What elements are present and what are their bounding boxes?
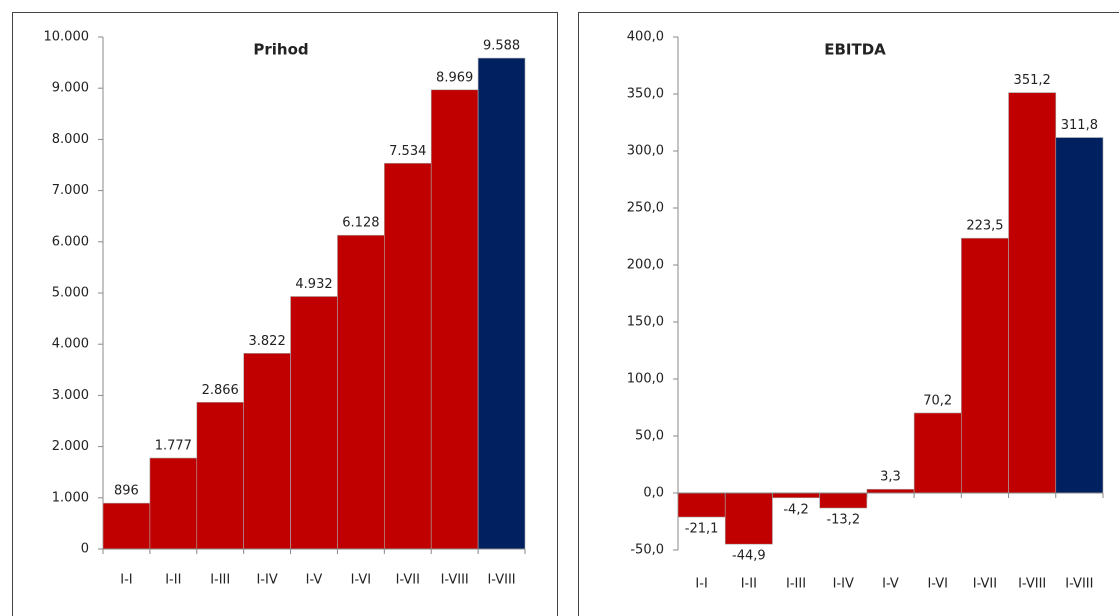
bar bbox=[477, 57, 526, 550]
value-label: -44,9 bbox=[732, 549, 766, 564]
y-tick-label: 1.000 bbox=[52, 490, 89, 505]
x-tick-label: I-III bbox=[786, 577, 806, 592]
x-tick-label: I-VI bbox=[927, 577, 948, 592]
y-tick-label: 150,0 bbox=[627, 315, 664, 330]
y-tick-label: 5.000 bbox=[52, 286, 89, 301]
x-tick-label: I-V bbox=[882, 577, 899, 592]
x-tick-label: I-VIII bbox=[441, 573, 469, 588]
y-tick-label: 10.000 bbox=[44, 30, 90, 45]
bar bbox=[724, 492, 773, 545]
bar bbox=[913, 412, 962, 494]
value-label: 1.777 bbox=[155, 439, 192, 454]
value-label: 7.534 bbox=[389, 144, 426, 159]
x-tick-label: I-VIII bbox=[1065, 577, 1093, 592]
value-label: 70,2 bbox=[923, 393, 952, 408]
value-label: 311,8 bbox=[1061, 118, 1098, 133]
bar bbox=[772, 492, 820, 499]
bar bbox=[290, 296, 338, 550]
bar bbox=[1055, 137, 1104, 494]
chart-frame bbox=[578, 12, 1119, 616]
bar bbox=[819, 492, 868, 509]
x-tick-label: I-VIII bbox=[487, 573, 515, 588]
y-tick-label: 100,0 bbox=[627, 372, 664, 387]
bar bbox=[384, 162, 432, 550]
value-label: 223,5 bbox=[966, 219, 1003, 234]
bar bbox=[337, 234, 385, 550]
y-tick-label: 4.000 bbox=[52, 337, 89, 352]
y-tick-label: 9.000 bbox=[52, 81, 89, 96]
bar bbox=[243, 353, 291, 550]
x-tick-label: I-IV bbox=[833, 577, 854, 592]
value-label: -21,1 bbox=[685, 522, 719, 537]
y-tick-label: 200,0 bbox=[627, 258, 664, 273]
y-tick-label: 400,0 bbox=[627, 30, 664, 45]
x-tick-label: I-II bbox=[165, 573, 181, 588]
value-label: 8.969 bbox=[436, 70, 473, 85]
bar bbox=[149, 457, 198, 550]
x-tick-label: I-I bbox=[695, 577, 707, 592]
x-tick-label: I-III bbox=[210, 573, 230, 588]
bar bbox=[677, 492, 726, 518]
value-label: 9.588 bbox=[483, 39, 520, 54]
bar bbox=[102, 502, 151, 550]
value-label: 896 bbox=[114, 484, 139, 499]
value-label: 3,3 bbox=[880, 470, 901, 485]
bar bbox=[196, 401, 244, 550]
value-label: 3.822 bbox=[249, 334, 286, 349]
y-tick-label: 300,0 bbox=[627, 144, 664, 159]
value-label: 2.866 bbox=[202, 383, 239, 398]
y-tick-label: 2.000 bbox=[52, 439, 89, 454]
value-label: -4,2 bbox=[783, 502, 808, 517]
x-tick-label: I-VII bbox=[396, 573, 420, 588]
x-tick-label: I-VII bbox=[973, 577, 997, 592]
bar bbox=[430, 89, 479, 550]
x-tick-label: I-V bbox=[306, 573, 323, 588]
x-tick-label: I-VI bbox=[351, 573, 372, 588]
bar bbox=[1008, 92, 1057, 494]
chart-frame bbox=[12, 12, 558, 616]
value-label: 351,2 bbox=[1014, 73, 1051, 88]
x-tick-label: I-I bbox=[120, 573, 132, 588]
chart-title: Prihod bbox=[253, 41, 308, 59]
y-tick-label: 250,0 bbox=[627, 201, 664, 216]
x-tick-label: I-IV bbox=[256, 573, 277, 588]
y-tick-label: 0 bbox=[81, 542, 89, 557]
value-label: 6.128 bbox=[342, 216, 379, 231]
bar bbox=[961, 237, 1009, 494]
y-tick-label: 7.000 bbox=[52, 183, 89, 198]
bar bbox=[866, 488, 915, 494]
y-tick-label: 50,0 bbox=[635, 429, 664, 444]
y-tick-label: 350,0 bbox=[627, 87, 664, 102]
value-label: 4.932 bbox=[295, 277, 332, 292]
x-tick-label: I-II bbox=[741, 577, 757, 592]
y-tick-label: -50,0 bbox=[630, 543, 664, 558]
y-tick-label: 8.000 bbox=[52, 132, 89, 147]
value-label: -13,2 bbox=[826, 513, 860, 528]
y-tick-label: 0,0 bbox=[643, 486, 664, 501]
x-tick-label: I-VIII bbox=[1018, 577, 1046, 592]
chart-title: EBITDA bbox=[824, 41, 886, 59]
y-tick-label: 6.000 bbox=[52, 234, 89, 249]
y-tick-label: 3.000 bbox=[52, 388, 89, 403]
